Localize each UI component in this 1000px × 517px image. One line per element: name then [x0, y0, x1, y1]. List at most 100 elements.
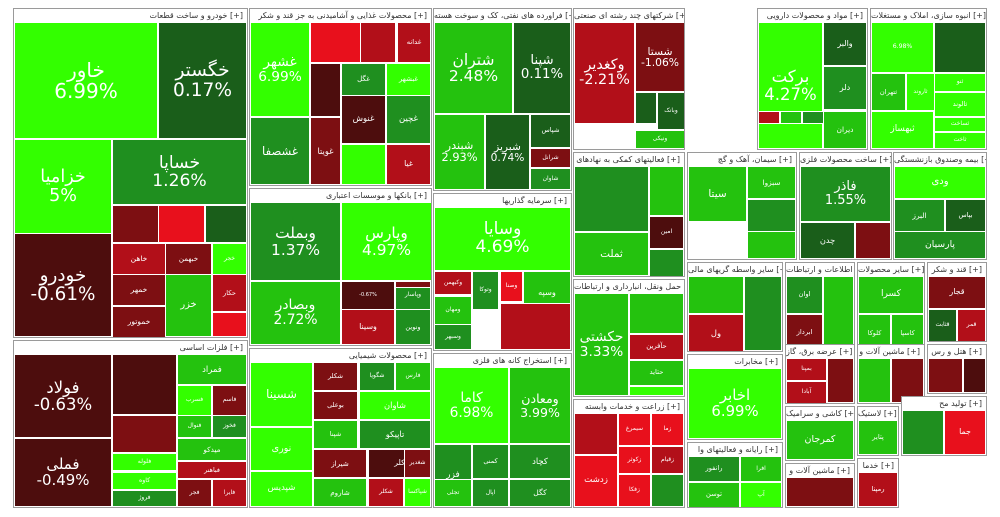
stock-cell[interactable]: شکلر	[368, 478, 404, 507]
expand-button[interactable]: [+]	[565, 11, 571, 20]
stock-cell[interactable]	[574, 166, 649, 232]
stock-cell[interactable]: وپارس 4.97%	[341, 202, 431, 281]
expand-button[interactable]: [+]	[414, 191, 427, 200]
stock-cell[interactable]: وتوکا	[472, 271, 499, 310]
expand-button[interactable]: [+]	[844, 409, 854, 418]
sector-title[interactable]: بیمه وصندوق بازنشستگی [+]	[894, 153, 986, 166]
stock-cell[interactable]: البرز	[894, 199, 945, 232]
expand-button[interactable]: [+]	[414, 11, 427, 20]
sector-title[interactable]: مخابرات [+]	[688, 355, 782, 368]
sector-title[interactable]: ماشین آلات و [+]	[786, 464, 854, 477]
expand-button[interactable]: [+]	[839, 347, 853, 356]
stock-cell[interactable]: شتران 2.48%	[434, 22, 513, 114]
stock-cell[interactable]: شسینا	[250, 362, 313, 427]
expand-button[interactable]: [+]	[911, 265, 924, 274]
stock-cell[interactable]: وسبهر	[434, 324, 472, 350]
stock-cell[interactable]: کاما 6.98%	[434, 367, 509, 444]
sector-title[interactable]: محصولات غذایی و آشامیدنی به جز قند و شکر…	[250, 9, 431, 22]
stock-cell[interactable]: ثساخت	[934, 117, 986, 132]
stock-cell[interactable]: ثاروند	[906, 73, 935, 111]
stock-cell[interactable]: تاپیکو	[359, 420, 431, 449]
stock-cell[interactable]: خزامیا 5%	[14, 139, 112, 234]
expand-button[interactable]: [+]	[667, 402, 680, 411]
stock-cell[interactable]: فمراد	[177, 354, 247, 385]
stock-cell[interactable]: فولاد -0.63%	[14, 354, 112, 438]
stock-cell[interactable]: ول	[688, 314, 744, 351]
stock-cell[interactable]: خزر	[165, 274, 212, 337]
stock-cell[interactable]: سیمرغ	[618, 413, 651, 446]
stock-cell[interactable]	[629, 386, 684, 396]
expand-button[interactable]: [+]	[675, 11, 684, 20]
stock-cell[interactable]: غویتا	[310, 117, 341, 185]
stock-cell[interactable]: برکت 4.27%	[758, 22, 823, 149]
stock-cell[interactable]: پتایر	[858, 420, 898, 455]
stock-cell[interactable]: بپاس	[945, 199, 986, 232]
stock-cell[interactable]: چدن	[800, 222, 855, 259]
stock-cell[interactable]	[934, 22, 986, 73]
expand-button[interactable]: [+]	[554, 356, 567, 365]
expand-button[interactable]: [+]	[969, 347, 982, 356]
stock-cell[interactable]: وبصادر 2.72%	[250, 281, 341, 345]
sector-title[interactable]: ساخت محصولات فلزی [+]	[800, 153, 891, 166]
stock-cell[interactable]: شپدیس	[250, 471, 313, 507]
stock-cell[interactable]: شاروم	[313, 478, 367, 507]
stock-cell[interactable]: ثتهران	[871, 73, 906, 111]
stock-cell[interactable]: شیراز	[313, 449, 367, 478]
sector-title[interactable]: انبوه سازی، املاک و مستغلات [+]	[871, 9, 986, 22]
stock-cell[interactable]: میدکو	[177, 438, 247, 461]
stock-cell[interactable]	[780, 111, 802, 124]
stock-cell[interactable]: غنوش	[341, 95, 386, 144]
stock-cell[interactable]: خجر	[212, 243, 247, 275]
stock-cell[interactable]	[635, 92, 657, 124]
stock-cell[interactable]: شغدیر	[404, 449, 431, 478]
sector-title[interactable]: سرمایه گذاریها [+]	[434, 194, 571, 207]
stock-cell[interactable]: حتاید	[629, 360, 684, 386]
stock-cell[interactable]: غبشهر	[386, 63, 431, 96]
stock-cell[interactable]: زدشت	[574, 455, 618, 507]
expand-button[interactable]: [+]	[230, 11, 243, 20]
stock-cell[interactable]	[629, 293, 684, 334]
stock-cell[interactable]: ودی	[894, 166, 986, 199]
stock-cell[interactable]: افرا	[740, 456, 782, 482]
stock-cell[interactable]: فباهنر	[177, 461, 247, 479]
stock-cell[interactable]: زفکا	[618, 474, 651, 507]
stock-cell[interactable]: ثاخت	[934, 132, 986, 149]
stock-cell[interactable]: فملی -0.49%	[14, 438, 112, 507]
stock-cell[interactable]: غشصفا	[250, 117, 310, 185]
stock-cell[interactable]: فجر	[177, 479, 212, 507]
sector-title[interactable]: خدما [+]	[858, 459, 898, 472]
stock-cell[interactable]: ثنو	[934, 73, 986, 92]
sector-title[interactable]: هتل و رس [+]	[928, 345, 986, 358]
stock-cell[interactable]: غچین	[386, 95, 431, 144]
expand-button[interactable]: [+]	[765, 445, 778, 454]
stock-cell[interactable]: خساپا 1.26%	[112, 139, 247, 205]
sector-title[interactable]: سیمان، آهک و گچ [+]	[688, 153, 796, 166]
stock-cell[interactable]: بوعلی	[313, 391, 358, 420]
stock-cell[interactable]: حکار	[212, 274, 247, 312]
stock-cell[interactable]: شرانل	[530, 148, 571, 168]
stock-cell[interactable]: شاوان	[359, 391, 431, 420]
stock-cell[interactable]: امین	[649, 216, 684, 249]
stock-cell[interactable]: کسرا	[858, 276, 924, 314]
expand-button[interactable]: [+]	[969, 399, 982, 408]
stock-cell[interactable]	[758, 111, 780, 124]
stock-cell[interactable]: حکشتی 3.33%	[574, 293, 629, 396]
stock-cell[interactable]: وسایا 4.69%	[434, 207, 571, 271]
stock-cell[interactable]	[112, 415, 177, 453]
stock-cell[interactable]: کچاد	[509, 444, 571, 479]
stock-cell[interactable]: خگستر 0.17%	[158, 22, 247, 139]
sector-title[interactable]: شرکتهای چند رشته ای صنعتی [+]	[574, 9, 684, 22]
sector-title[interactable]: زراعت و خدمات وابسته [+]	[574, 400, 684, 413]
stock-cell[interactable]: خمهر	[112, 274, 166, 306]
stock-cell[interactable]: فایرا	[212, 479, 247, 507]
stock-cell[interactable]: ثبهساز	[871, 111, 934, 149]
stock-cell[interactable]: قجار	[928, 276, 986, 309]
stock-cell[interactable]	[688, 276, 744, 314]
stock-cell[interactable]: رمپنا	[858, 472, 898, 507]
stock-cell[interactable]: اوان	[786, 276, 823, 314]
expand-button[interactable]: [+]	[973, 11, 986, 20]
stock-cell[interactable]	[827, 358, 854, 403]
stock-cell[interactable]: زقیام	[651, 446, 684, 474]
stock-cell[interactable]	[112, 205, 159, 243]
stock-cell[interactable]	[649, 249, 684, 276]
